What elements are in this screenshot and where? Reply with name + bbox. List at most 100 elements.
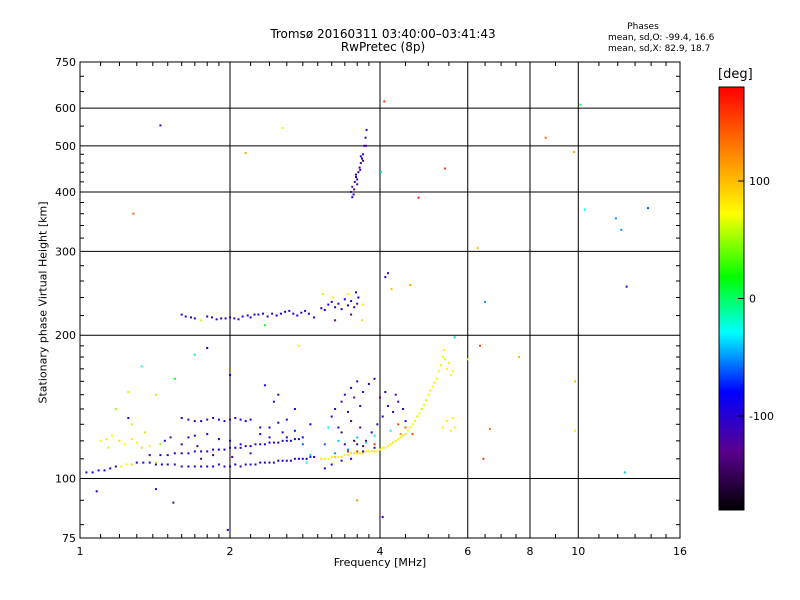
data-point <box>166 463 169 466</box>
data-point <box>229 439 231 442</box>
data-point <box>362 159 365 162</box>
data-point <box>334 319 337 322</box>
data-point <box>193 465 196 468</box>
data-point <box>572 151 575 154</box>
data-point <box>327 457 330 460</box>
data-point <box>404 420 407 423</box>
x-tick-label: 1 <box>77 545 84 558</box>
data-point <box>212 448 215 451</box>
data-point <box>217 448 220 451</box>
data-point <box>173 463 176 466</box>
data-point <box>435 377 438 380</box>
data-point <box>166 454 169 457</box>
data-point <box>389 429 392 432</box>
data-point <box>394 393 397 396</box>
data-point <box>443 167 446 170</box>
data-point <box>417 196 420 199</box>
data-point <box>224 317 227 320</box>
data-point <box>367 383 370 385</box>
data-point <box>443 349 446 352</box>
data-point <box>148 454 151 457</box>
data-point <box>159 443 162 446</box>
data-point <box>206 450 209 453</box>
data-point <box>253 313 256 316</box>
data-point <box>285 439 288 442</box>
data-point <box>292 312 295 315</box>
grid-lines <box>80 62 680 538</box>
data-point <box>381 516 384 518</box>
data-point <box>399 436 402 439</box>
data-point <box>441 426 444 429</box>
data-point <box>340 400 343 403</box>
data-point <box>200 450 203 453</box>
data-point <box>118 439 121 442</box>
data-point <box>429 389 432 392</box>
data-point <box>373 434 376 437</box>
data-point <box>402 408 405 410</box>
data-point <box>376 450 379 453</box>
data-point <box>337 426 340 429</box>
data-point <box>353 188 356 191</box>
data-point <box>330 463 333 466</box>
data-point <box>365 144 367 147</box>
data-point <box>263 384 266 387</box>
data-point <box>268 441 271 444</box>
data-point <box>257 313 260 316</box>
data-point <box>392 441 395 444</box>
data-point <box>263 461 266 464</box>
data-point <box>353 180 356 183</box>
data-point <box>229 374 231 376</box>
data-point <box>249 316 252 319</box>
data-point <box>132 212 135 215</box>
x-axis-label: Frequency [MHz] <box>333 556 427 569</box>
data-point <box>343 393 346 396</box>
data-point <box>193 353 196 356</box>
data-point <box>307 312 310 315</box>
data-point <box>254 463 257 466</box>
data-point <box>143 431 146 434</box>
data-point <box>275 314 278 317</box>
data-point <box>409 284 412 286</box>
data-point <box>347 410 349 413</box>
data-point <box>350 420 353 423</box>
x-tick-label: 8 <box>527 545 534 558</box>
data-point <box>293 408 296 410</box>
data-point <box>220 317 223 320</box>
data-point <box>313 316 316 319</box>
data-point <box>239 465 242 468</box>
data-point <box>433 381 436 384</box>
data-point <box>309 456 312 458</box>
data-point <box>148 461 151 464</box>
data-point <box>244 152 247 154</box>
data-point <box>244 420 247 423</box>
data-point <box>381 415 384 418</box>
y-tick-label: 100 <box>55 473 76 486</box>
data-point <box>268 461 271 464</box>
data-point <box>356 380 359 383</box>
data-point <box>239 446 242 449</box>
data-point <box>193 434 196 437</box>
data-point <box>620 228 623 231</box>
data-point <box>281 431 284 434</box>
y-tick-label: 300 <box>55 245 76 258</box>
data-point <box>358 166 361 169</box>
data-point <box>445 420 448 423</box>
data-point <box>105 438 108 441</box>
data-point <box>384 446 387 449</box>
data-point <box>447 361 450 364</box>
data-point <box>411 423 414 426</box>
data-point <box>376 423 379 426</box>
data-point <box>370 431 373 434</box>
data-point <box>244 445 247 448</box>
data-point <box>154 461 157 464</box>
data-point <box>305 457 308 460</box>
data-point <box>337 456 340 458</box>
data-point <box>373 450 376 453</box>
x-tick-label: 10 <box>571 545 585 558</box>
data-point <box>285 436 288 439</box>
data-point <box>187 452 190 455</box>
colorbar-tick-label: 0 <box>749 293 756 306</box>
data-point <box>350 313 353 316</box>
data-point <box>356 450 359 453</box>
